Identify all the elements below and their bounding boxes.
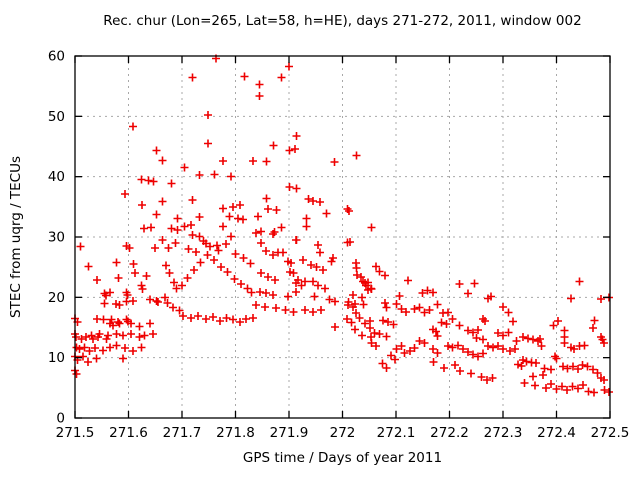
y-tick-label: 30 xyxy=(48,230,65,246)
y-tick-label: 0 xyxy=(56,411,65,427)
x-axis-label: GPS time / Days of year 2011 xyxy=(242,450,443,466)
data-points xyxy=(71,54,613,397)
x-tick-label: 272.3 xyxy=(484,425,523,441)
y-tick-label: 50 xyxy=(48,109,65,125)
x-tick-label: 271.9 xyxy=(270,425,309,441)
y-tick-label: 40 xyxy=(48,169,65,185)
y-tick-label: 60 xyxy=(48,49,65,65)
chart-title: Rec. chur (Lon=265, Lat=58, h=HE), days … xyxy=(103,13,582,29)
y-axis-label: STEC from uqrg / TECUs xyxy=(8,155,24,319)
x-tick-label: 271.5 xyxy=(56,425,95,441)
x-tick-label: 271.7 xyxy=(163,425,202,441)
x-tick-label: 272.1 xyxy=(377,425,416,441)
y-tick-label: 10 xyxy=(48,350,65,366)
x-tick-label: 271.6 xyxy=(109,425,148,441)
x-tick-label: 272.5 xyxy=(591,425,630,441)
x-tick-label: 272.2 xyxy=(430,425,469,441)
x-tick-label: 272.4 xyxy=(537,425,576,441)
y-tick-label: 20 xyxy=(48,290,65,306)
x-tick-label: 271.8 xyxy=(216,425,255,441)
x-tick-label: 272 xyxy=(330,425,356,441)
